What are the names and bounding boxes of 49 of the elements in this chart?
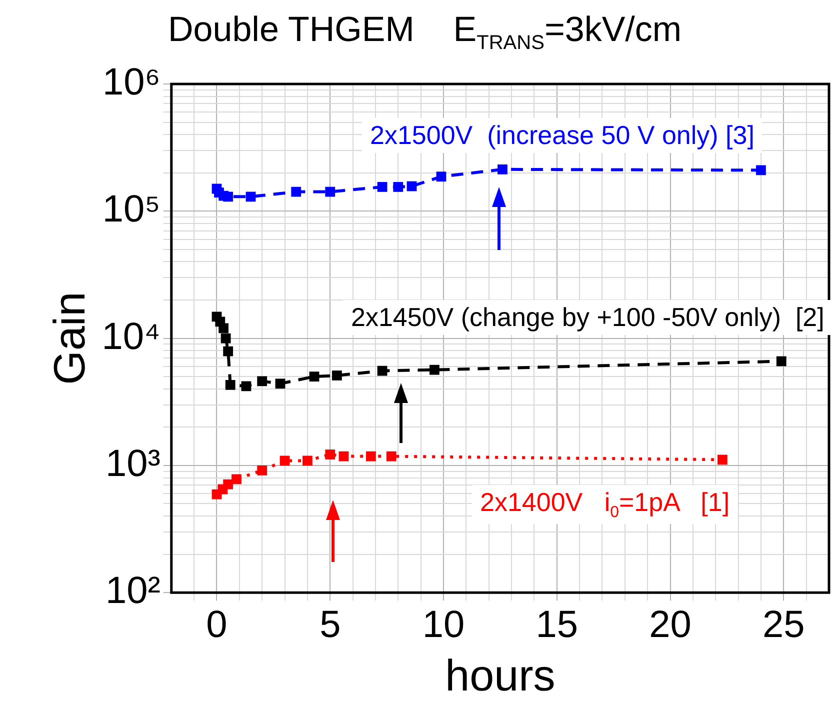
point <box>241 381 252 392</box>
point <box>366 451 376 462</box>
y-tick-label: 10³ <box>105 442 160 485</box>
x-tick-label: 5 <box>320 604 341 646</box>
x-tick-label: 20 <box>649 604 692 646</box>
x-tick-label: 10 <box>422 604 465 646</box>
point <box>498 164 508 174</box>
point <box>386 451 396 462</box>
point <box>436 172 446 182</box>
point <box>232 474 242 484</box>
point <box>776 356 786 366</box>
point <box>280 456 290 466</box>
y-tick-label: 10⁶ <box>102 61 160 104</box>
point <box>325 186 336 197</box>
x-axis-title: hours <box>445 652 556 701</box>
point <box>393 182 404 192</box>
y-tick-label: 10⁵ <box>102 188 160 231</box>
point <box>406 181 417 192</box>
series-label: 2x1500V (increase 50 V only) [3] <box>362 118 762 153</box>
chart-title: Double THGEM E$_{TRANS}$=3kV/cm <box>168 10 682 55</box>
point <box>275 378 286 389</box>
x-tick-label: 15 <box>536 604 578 646</box>
y-tick-label: 10² <box>105 570 160 612</box>
series-label: 2x1400V i$_{0}$=1pA [1] <box>472 485 738 524</box>
point <box>246 192 256 202</box>
point <box>338 451 349 462</box>
point <box>220 333 231 344</box>
point <box>325 450 336 460</box>
y-axis-title: Gain <box>46 292 95 385</box>
point <box>377 182 388 192</box>
point <box>756 165 766 176</box>
point <box>225 380 236 390</box>
point <box>257 465 268 476</box>
point <box>257 376 268 386</box>
y-tick-label: 10⁴ <box>102 316 160 358</box>
point <box>218 323 228 334</box>
x-tick-label: 25 <box>762 604 805 646</box>
point <box>291 186 302 197</box>
point <box>302 456 312 466</box>
point <box>223 479 234 490</box>
point <box>717 454 728 465</box>
point <box>377 366 388 376</box>
point <box>223 192 234 202</box>
x-tick-label: 0 <box>206 604 228 646</box>
point <box>332 370 342 380</box>
point <box>429 364 440 375</box>
series-label: 2x1450V (change by +100 -50V only) [2] <box>343 300 832 335</box>
point <box>309 372 320 382</box>
point <box>223 346 234 356</box>
